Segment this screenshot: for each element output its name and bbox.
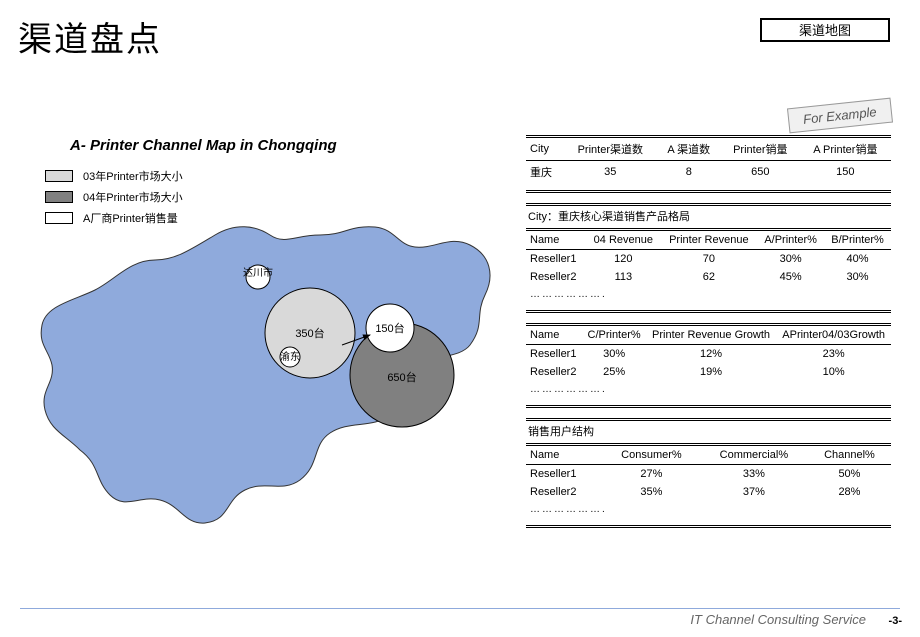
table-2-caption: City：重庆核心渠道销售产品格局 xyxy=(526,203,891,228)
table-4-wrap: 销售用户结构 NameConsumer%Commercial%Channel% … xyxy=(526,418,891,528)
table-header: Name xyxy=(526,230,586,250)
table-cell: Reseller1 xyxy=(526,250,586,269)
table-row: 重庆358650150 xyxy=(526,161,891,183)
table-cell: 113 xyxy=(586,268,660,286)
legend-item: 03年Printer市场大小 xyxy=(45,168,183,184)
table-2-wrap: City：重庆核心渠道销售产品格局 Name04 RevenuePrinter … xyxy=(526,203,891,313)
table-row: Reseller235%37%28% xyxy=(526,483,891,501)
table-3-wrap: NameC/Printer%Printer Revenue GrowthAPri… xyxy=(526,323,891,408)
map-area: 350台 650台 150台 达川市渝东 xyxy=(20,205,515,535)
table-cell: 8 xyxy=(657,161,721,183)
table-header: Name xyxy=(526,325,582,345)
table-2: Name04 RevenuePrinter RevenueA/Printer%B… xyxy=(526,228,891,302)
table-cell: 19% xyxy=(646,363,777,381)
table-cell: 12% xyxy=(646,345,777,364)
table-cell: 70 xyxy=(661,250,758,269)
table-cell: 25% xyxy=(582,363,645,381)
table-4: NameConsumer%Commercial%Channel% Reselle… xyxy=(526,443,891,517)
chart-title: A- Printer Channel Map in Chongqing xyxy=(70,137,337,154)
table-cell: 40% xyxy=(824,250,891,269)
table-header: B/Printer% xyxy=(824,230,891,250)
footer-text: IT Channel Consulting Service xyxy=(690,612,866,627)
table-cell: Reseller1 xyxy=(526,465,603,484)
footer-page: -3- xyxy=(889,615,902,627)
table-ellipsis: ………………. xyxy=(526,286,891,302)
table-cell: Reseller2 xyxy=(526,268,586,286)
table-cell: 62 xyxy=(661,268,758,286)
table-cell: 150 xyxy=(800,161,891,183)
footer-divider xyxy=(20,608,900,609)
table-header: A/Printer% xyxy=(757,230,824,250)
table-ellipsis: ………………. xyxy=(526,381,891,397)
table-header: Printer渠道数 xyxy=(564,137,657,161)
table-header: 04 Revenue xyxy=(586,230,660,250)
table-1-wrap: CityPrinter渠道数A 渠道数Printer销量A Printer销量 … xyxy=(526,135,891,193)
legend-item: 04年Printer市场大小 xyxy=(45,189,183,205)
legend-swatch-icon xyxy=(45,170,73,182)
table-cell: 30% xyxy=(582,345,645,364)
table-header: Printer销量 xyxy=(721,137,800,161)
table-cell: 30% xyxy=(757,250,824,269)
table-row: Reseller130%12%23% xyxy=(526,345,891,364)
table-ellipsis: ………………. xyxy=(526,501,891,517)
table-cell: 30% xyxy=(824,268,891,286)
legend-label: 04年Printer市场大小 xyxy=(83,189,183,205)
table-header: Commercial% xyxy=(700,445,808,465)
table-row: Reseller11207030%40% xyxy=(526,250,891,269)
bubble-label: 650台 xyxy=(387,370,416,384)
bubble-label: 350台 xyxy=(295,326,324,340)
top-tag: 渠道地图 xyxy=(760,18,890,42)
table-3: NameC/Printer%Printer Revenue GrowthAPri… xyxy=(526,323,891,397)
table-header: Name xyxy=(526,445,603,465)
table-header: A Printer销量 xyxy=(800,137,891,161)
table-row: Reseller21136245%30% xyxy=(526,268,891,286)
table-cell: Reseller2 xyxy=(526,363,582,381)
table-row: Reseller225%19%10% xyxy=(526,363,891,381)
table-header: C/Printer% xyxy=(582,325,645,345)
legend-label: 03年Printer市场大小 xyxy=(83,168,183,184)
table-cell: 650 xyxy=(721,161,800,183)
table-cell: 27% xyxy=(603,465,700,484)
table-cell: 45% xyxy=(757,268,824,286)
table-header: A 渠道数 xyxy=(657,137,721,161)
table-header: APrinter04/03Growth xyxy=(776,325,891,345)
for-example-tag: For Example xyxy=(787,98,893,134)
page-title: 渠道盘点 xyxy=(18,12,162,61)
bubble-label: 150台 xyxy=(375,321,404,335)
table-cell: 重庆 xyxy=(526,161,564,183)
table-cell: 37% xyxy=(700,483,808,501)
table-cell: 50% xyxy=(808,465,891,484)
table-cell: 10% xyxy=(776,363,891,381)
table-cell: Reseller2 xyxy=(526,483,603,501)
table-header: Printer Revenue Growth xyxy=(646,325,777,345)
table-row: Reseller127%33%50% xyxy=(526,465,891,484)
table-cell: 35% xyxy=(603,483,700,501)
city-label: 渝东 xyxy=(280,350,300,363)
table-cell: 35 xyxy=(564,161,657,183)
table-header: Consumer% xyxy=(603,445,700,465)
city-label: 达川市 xyxy=(243,266,273,279)
table-cell: Reseller1 xyxy=(526,345,582,364)
table-header: Channel% xyxy=(808,445,891,465)
legend-swatch-icon xyxy=(45,191,73,203)
table-cell: 28% xyxy=(808,483,891,501)
table-cell: 23% xyxy=(776,345,891,364)
table-4-caption: 销售用户结构 xyxy=(526,418,891,443)
table-header: Printer Revenue xyxy=(661,230,758,250)
table-cell: 120 xyxy=(586,250,660,269)
table-header: City xyxy=(526,137,564,161)
table-1: CityPrinter渠道数A 渠道数Printer销量A Printer销量 … xyxy=(526,135,891,182)
table-cell: 33% xyxy=(700,465,808,484)
tables-block: CityPrinter渠道数A 渠道数Printer销量A Printer销量 … xyxy=(526,135,891,538)
